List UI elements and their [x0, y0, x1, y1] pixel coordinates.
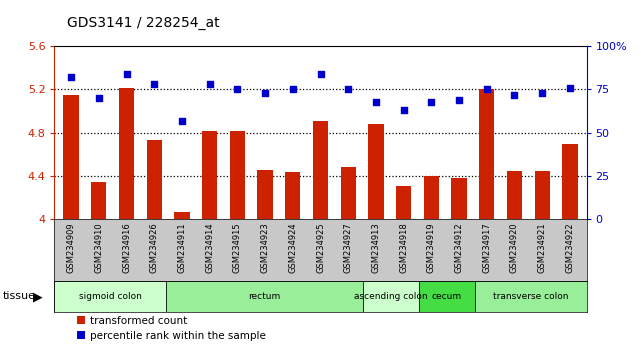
Point	[343, 87, 353, 92]
Bar	[174, 212, 190, 219]
Bar	[424, 176, 439, 219]
Point	[232, 87, 242, 92]
Bar	[363, 281, 419, 312]
Point	[260, 90, 271, 96]
Text: transverse colon: transverse colon	[493, 292, 569, 301]
Bar	[285, 172, 301, 219]
Bar	[313, 121, 328, 219]
Text: GSM234924: GSM234924	[288, 223, 297, 273]
Point	[565, 85, 575, 91]
Bar	[419, 281, 474, 312]
Text: GSM234914: GSM234914	[205, 223, 214, 273]
Text: GSM234926: GSM234926	[150, 223, 159, 273]
Text: GSM234909: GSM234909	[67, 223, 76, 273]
Point	[370, 99, 381, 104]
Text: sigmoid colon: sigmoid colon	[79, 292, 142, 301]
Text: GSM234921: GSM234921	[538, 223, 547, 273]
Text: GSM234917: GSM234917	[482, 223, 491, 273]
Text: ascending colon: ascending colon	[354, 292, 428, 301]
Bar	[507, 171, 522, 219]
Text: GSM234912: GSM234912	[454, 223, 463, 273]
Point	[288, 87, 298, 92]
Text: GSM234915: GSM234915	[233, 223, 242, 273]
Bar	[54, 281, 167, 312]
Text: GSM234919: GSM234919	[427, 223, 436, 273]
Bar	[396, 186, 412, 219]
Text: GSM234916: GSM234916	[122, 223, 131, 273]
Bar	[369, 124, 383, 219]
Bar	[63, 95, 79, 219]
Point	[177, 118, 187, 124]
Bar	[202, 131, 217, 219]
Point	[537, 90, 547, 96]
Text: GSM234920: GSM234920	[510, 223, 519, 273]
Bar	[340, 167, 356, 219]
Point	[426, 99, 437, 104]
Point	[399, 107, 409, 113]
Text: GSM234913: GSM234913	[371, 223, 380, 273]
Legend: transformed count, percentile rank within the sample: transformed count, percentile rank withi…	[72, 312, 271, 345]
Text: GDS3141 / 228254_at: GDS3141 / 228254_at	[67, 16, 220, 30]
Point	[149, 81, 160, 87]
Text: GSM234911: GSM234911	[178, 223, 187, 273]
Bar	[479, 89, 494, 219]
Text: GSM234923: GSM234923	[261, 223, 270, 273]
Point	[481, 87, 492, 92]
Text: ▶: ▶	[33, 290, 43, 303]
Text: GSM234925: GSM234925	[316, 223, 325, 273]
Point	[94, 95, 104, 101]
Point	[510, 92, 520, 97]
Bar	[91, 182, 106, 219]
Bar	[451, 178, 467, 219]
Text: cecum: cecum	[431, 292, 462, 301]
Point	[315, 71, 326, 76]
Bar	[258, 170, 272, 219]
Point	[121, 71, 131, 76]
Bar	[562, 144, 578, 219]
Text: GSM234918: GSM234918	[399, 223, 408, 273]
Bar	[535, 171, 550, 219]
Point	[66, 74, 76, 80]
Point	[204, 81, 215, 87]
Bar	[147, 140, 162, 219]
Bar	[474, 281, 587, 312]
Text: tissue: tissue	[3, 291, 36, 302]
Bar	[167, 281, 363, 312]
Text: GSM234927: GSM234927	[344, 223, 353, 273]
Text: GSM234910: GSM234910	[94, 223, 103, 273]
Text: rectum: rectum	[248, 292, 281, 301]
Point	[454, 97, 464, 103]
Bar	[119, 88, 134, 219]
Bar	[229, 131, 245, 219]
Text: GSM234922: GSM234922	[565, 223, 574, 273]
